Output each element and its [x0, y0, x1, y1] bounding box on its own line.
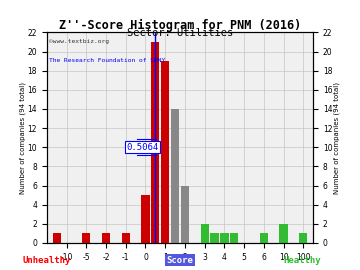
Text: 0.5064: 0.5064: [126, 143, 159, 152]
Bar: [181, 185, 189, 243]
Bar: [82, 234, 90, 243]
Bar: [141, 195, 150, 243]
Bar: [151, 42, 159, 243]
Bar: [230, 234, 238, 243]
Bar: [279, 224, 288, 243]
Y-axis label: Number of companies (94 total): Number of companies (94 total): [334, 82, 341, 194]
Text: Sector: Utilities: Sector: Utilities: [127, 28, 233, 38]
Bar: [220, 234, 229, 243]
Y-axis label: Number of companies (94 total): Number of companies (94 total): [19, 82, 26, 194]
Bar: [102, 234, 110, 243]
Bar: [53, 234, 61, 243]
Bar: [122, 234, 130, 243]
Bar: [171, 109, 179, 243]
Title: Z''-Score Histogram for PNM (2016): Z''-Score Histogram for PNM (2016): [59, 19, 301, 32]
Text: Score: Score: [167, 256, 193, 265]
Bar: [299, 234, 307, 243]
Bar: [210, 234, 219, 243]
Text: The Research Foundation of SUNY: The Research Foundation of SUNY: [49, 58, 166, 63]
Bar: [260, 234, 268, 243]
Bar: [201, 224, 209, 243]
Text: Healthy: Healthy: [284, 256, 321, 265]
Text: ©www.textbiz.org: ©www.textbiz.org: [49, 39, 109, 44]
Text: Unhealthy: Unhealthy: [23, 256, 71, 265]
Bar: [161, 61, 169, 243]
